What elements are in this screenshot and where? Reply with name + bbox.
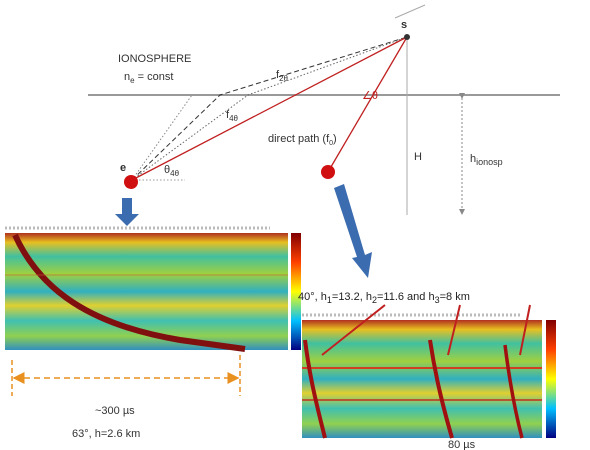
f2-label: f2θ <box>276 69 289 83</box>
left-whistler <box>12 233 246 352</box>
pointer-2 <box>447 304 461 356</box>
right-whistler-3 <box>503 344 524 439</box>
source-path <box>327 36 408 173</box>
pointer-1 <box>321 304 386 356</box>
right-spectrogram <box>302 320 542 438</box>
right-colorbar <box>546 320 556 438</box>
h-label: H <box>414 151 422 163</box>
receiver-2 <box>321 165 335 179</box>
left-duration: ~300 µs <box>95 405 135 417</box>
receiver-e <box>124 175 138 189</box>
s-tick <box>394 4 426 19</box>
path-f2 <box>131 36 408 181</box>
left-caption: 63°, h=2.6 km <box>72 428 140 440</box>
right-whistler-2 <box>428 339 454 439</box>
s-label: s <box>401 19 407 31</box>
e-label: e <box>120 162 126 174</box>
right-caption: 40°, h1=13.2, h2=11.6 and h3=8 km <box>298 291 470 305</box>
f4-label: f4θ <box>226 109 239 123</box>
ionosphere-label: IONOSPHERE <box>118 53 191 65</box>
pointer-arrows <box>321 304 531 356</box>
pointer-3 <box>519 304 531 356</box>
path-f4 <box>131 36 408 181</box>
density-label: ne = const <box>124 71 173 85</box>
h-ionosp-label: hionosp <box>470 153 503 167</box>
direct-path <box>131 36 408 181</box>
path-aux <box>131 94 193 181</box>
arrow-diagonal <box>334 184 372 278</box>
right-duration: 80 µs <box>448 439 476 450</box>
arrow-down <box>115 198 139 226</box>
point-s <box>404 34 410 40</box>
theta4-label: θ4θ <box>164 164 180 178</box>
angle-label: ∠θ <box>362 90 378 102</box>
left-colorbar <box>291 233 301 350</box>
direct-path-label: direct path (f0) <box>268 133 337 147</box>
right-whistler-1 <box>303 339 327 439</box>
